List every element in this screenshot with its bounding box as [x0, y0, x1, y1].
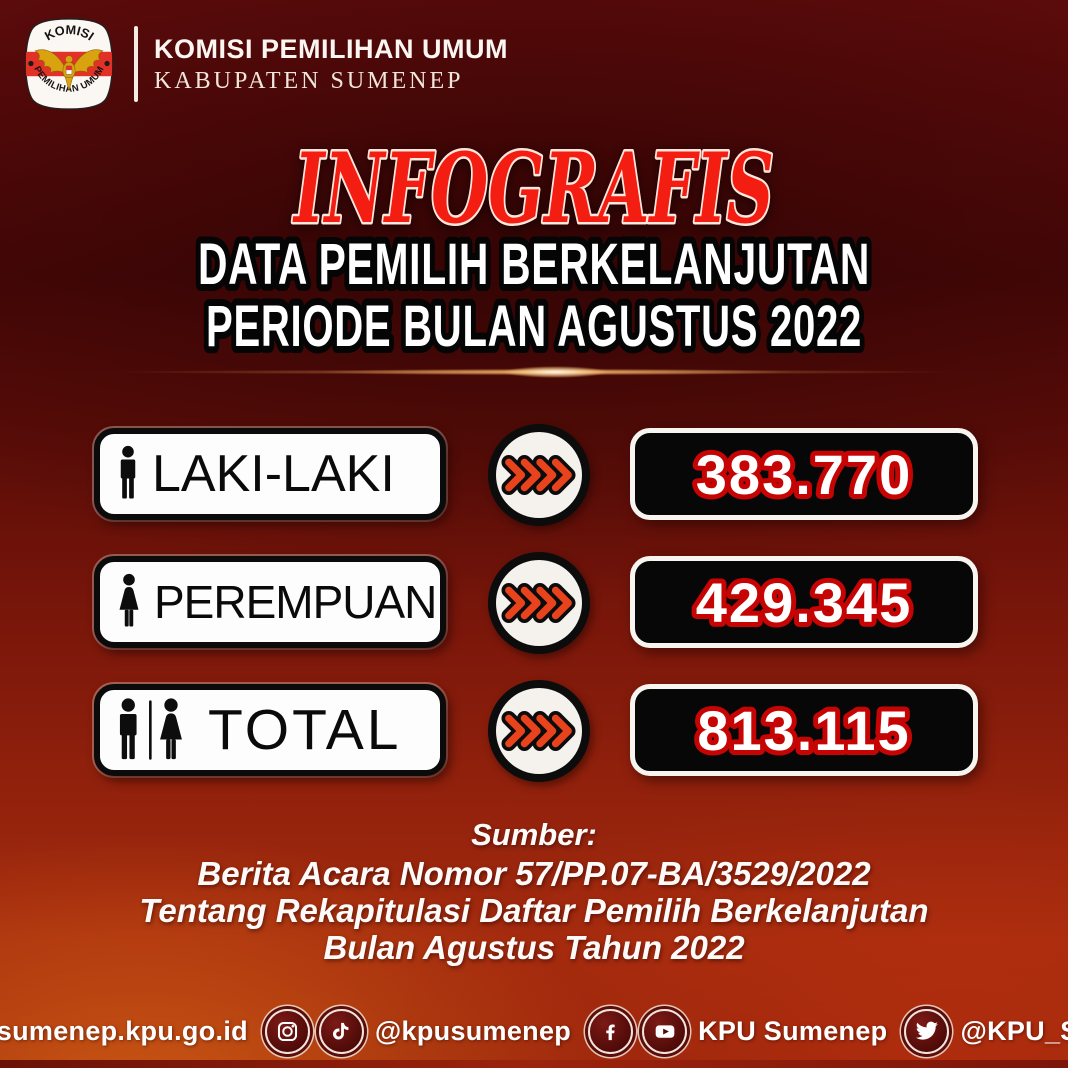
footer-item-twitter: @KPU_Sumenep: [904, 1008, 1068, 1054]
footer-item-facebook-youtube: KPU Sumenep: [588, 1008, 888, 1054]
row-label: TOTAL: [208, 698, 402, 762]
facebook-icon: [588, 1008, 634, 1054]
instagram-handle: @kpusumenep: [374, 1015, 572, 1046]
data-row-perempuan: PEREMPUAN 429.345: [0, 552, 1068, 654]
source-line: Bulan Agustus Tahun 2022: [323, 929, 745, 966]
gold-light-streak: [0, 358, 1068, 386]
value-box: 383.770: [630, 428, 978, 520]
garuda-eagle-icon: [34, 49, 104, 92]
row-value: 813.115: [697, 699, 910, 762]
row-label: PEREMPUAN: [154, 576, 437, 628]
subtitle-line2: PERIODE BULAN AGUSTUS 2022: [206, 294, 862, 359]
chevron-arrows-icon: [488, 424, 590, 526]
youtube-icon: [642, 1008, 688, 1054]
footer-item-instagram-tiktok: @kpusumenep: [264, 1008, 572, 1054]
row-label: LAKI-LAKI: [152, 445, 395, 503]
social-footer: kab-sumenep.kpu.go.id @kpusumenep: [0, 1002, 1068, 1060]
chevron-arrows-icon: [488, 680, 590, 782]
org-region: KABUPATEN SUMENEP: [154, 67, 464, 94]
data-row-laki-laki: LAKI-LAKI 383.770: [0, 424, 1068, 526]
website-url: kab-sumenep.kpu.go.id: [0, 1015, 248, 1046]
facebook-handle: KPU Sumenep: [698, 1015, 888, 1046]
label-box: LAKI-LAKI: [94, 428, 446, 520]
male-female-icon: [119, 698, 182, 760]
logo-text-top: KOMISI: [42, 23, 96, 44]
label-box: TOTAL: [94, 684, 446, 776]
subtitle-line1: DATA PEMILIH BERKELANJUTAN: [198, 232, 870, 297]
male-icon: [120, 445, 136, 499]
value-box: 813.115: [630, 684, 978, 776]
twitter-handle: @KPU_Sumenep: [960, 1015, 1068, 1046]
org-name: KOMISI PEMILIHAN UMUM: [154, 33, 508, 64]
bottom-strip: [0, 1060, 1068, 1068]
twitter-icon: [904, 1008, 950, 1054]
page-subtitle: DATA PEMILIH BERKELANJUTAN PERIODE BULAN…: [191, 228, 876, 360]
source-heading: Sumber:: [471, 817, 597, 852]
source-line: Berita Acara Nomor 57/PP.07-BA/3529/2022: [197, 855, 871, 892]
source-block: Sumber: Berita Acara Nomor 57/PP.07-BA/3…: [0, 816, 1068, 966]
row-value: 429.345: [696, 571, 912, 634]
data-row-total: TOTAL 813.115: [0, 680, 1068, 782]
tiktok-icon: [318, 1008, 364, 1054]
org-block: KOMISI PEMILIHAN UMUM KABUPATEN SUMENEP: [154, 34, 508, 95]
value-box: 429.345: [630, 556, 978, 648]
header-divider: [134, 26, 138, 102]
instagram-icon: [264, 1008, 310, 1054]
source-line: Tentang Rekapitulasi Daftar Pemilih Berk…: [139, 892, 929, 929]
label-box: PEREMPUAN: [94, 556, 446, 648]
page-title: INFOGRAFIS: [289, 130, 776, 242]
footer-item-website: kab-sumenep.kpu.go.id: [0, 1009, 248, 1054]
female-icon: [119, 573, 139, 627]
title-text: INFOGRAFIS: [292, 132, 774, 242]
svg-text:KOMISI: KOMISI: [42, 23, 96, 44]
row-value: 383.770: [696, 443, 912, 506]
chevron-arrows-icon: [488, 552, 590, 654]
header: KOMISI PEMILIHAN UMUM KOMISI PEMILIHAN U…: [22, 16, 508, 112]
kpu-logo: KOMISI PEMILIHAN UMUM: [25, 18, 113, 110]
